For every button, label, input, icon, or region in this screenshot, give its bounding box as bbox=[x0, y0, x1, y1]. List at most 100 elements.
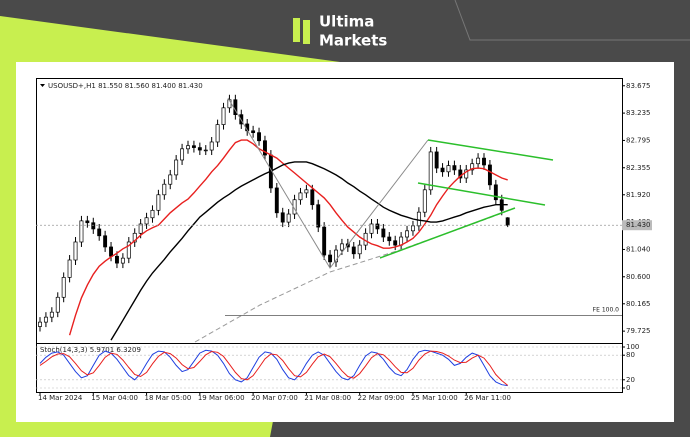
candle-body bbox=[446, 165, 451, 173]
y-tick-label: 83.235 bbox=[626, 109, 651, 117]
candle-body bbox=[334, 249, 338, 263]
y-tick-label: 80.165 bbox=[626, 300, 651, 308]
y-tick-label: 82.355 bbox=[626, 164, 651, 172]
candle-body bbox=[144, 217, 149, 225]
candle-body bbox=[422, 189, 427, 213]
candle-body bbox=[186, 145, 190, 150]
candle-body bbox=[85, 220, 90, 224]
candle-body bbox=[221, 107, 226, 125]
candle-body bbox=[310, 189, 315, 206]
candle-body bbox=[328, 254, 333, 263]
stoch-header: Stoch(14,3,3) 5.9701 6.3209 bbox=[40, 346, 141, 354]
candle-body bbox=[49, 311, 54, 318]
x-tick-label: 19 Mar 06:00 bbox=[198, 394, 245, 402]
x-tick-label: 18 Mar 05:00 bbox=[145, 394, 192, 402]
candle-body bbox=[91, 222, 96, 230]
channel-upper bbox=[427, 139, 554, 161]
candle-body bbox=[180, 148, 185, 161]
candle-body bbox=[482, 157, 486, 166]
candle-body bbox=[168, 174, 173, 185]
chart-header: USOUSD+,H1 81.550 81.560 81.400 81.430 bbox=[48, 82, 203, 90]
x-tick-label: 25 Mar 10:00 bbox=[411, 394, 458, 402]
series-line bbox=[68, 139, 508, 336]
candle-body bbox=[470, 163, 475, 171]
y-tick-label: 80.600 bbox=[626, 273, 651, 281]
y-tick-label: 81.040 bbox=[626, 245, 651, 253]
candle-body bbox=[38, 321, 42, 327]
candle-body bbox=[351, 246, 356, 255]
candle-body bbox=[493, 184, 498, 201]
x-tick-label: 20 Mar 07:00 bbox=[251, 394, 298, 402]
current-price-label: 81.430 bbox=[626, 221, 651, 229]
candle-body bbox=[150, 209, 155, 219]
candle-body bbox=[476, 157, 481, 165]
candle-body bbox=[316, 204, 321, 228]
brand-line: Markets bbox=[319, 32, 387, 50]
candle-body bbox=[67, 259, 72, 278]
candle-body bbox=[369, 223, 374, 234]
channel-lower bbox=[379, 207, 516, 259]
candle-body bbox=[109, 246, 113, 257]
candle-body bbox=[115, 255, 119, 264]
candle-body bbox=[440, 167, 445, 173]
candle-body bbox=[197, 147, 202, 151]
candle-body bbox=[162, 183, 167, 196]
candle-body bbox=[251, 130, 256, 134]
candle-body bbox=[487, 164, 492, 186]
candle-body bbox=[505, 217, 510, 226]
candle-body bbox=[322, 226, 327, 256]
candle-body bbox=[79, 220, 84, 243]
candle-body bbox=[55, 296, 60, 313]
candle-body bbox=[61, 277, 66, 298]
candle-body bbox=[375, 223, 380, 230]
decor-line bbox=[454, 0, 690, 41]
menu-icon bbox=[40, 84, 45, 87]
candle-body bbox=[209, 141, 214, 151]
candle-body bbox=[428, 151, 433, 191]
candle-body bbox=[416, 211, 421, 227]
series-line bbox=[110, 161, 508, 341]
channel-middle bbox=[417, 182, 546, 206]
x-tick-label: 22 Mar 09:00 bbox=[358, 394, 405, 402]
candle-body bbox=[191, 145, 196, 148]
candle-body bbox=[434, 151, 439, 169]
candle-body bbox=[298, 192, 303, 201]
candle-body bbox=[381, 228, 386, 238]
y-tick-label: 79.725 bbox=[626, 327, 651, 335]
fe-label: FE 100.0 bbox=[593, 307, 620, 314]
x-tick-label: 26 Mar 11:00 bbox=[464, 394, 511, 402]
candle-body bbox=[43, 316, 48, 323]
x-tick-label: 15 Mar 04:00 bbox=[91, 394, 138, 402]
x-tick-label: 14 Mar 2024 bbox=[38, 394, 83, 402]
y-tick-label: 82.795 bbox=[626, 136, 651, 144]
candle-body bbox=[263, 140, 267, 156]
candle-body bbox=[257, 132, 261, 142]
candle-body bbox=[304, 189, 309, 194]
x-tick-label: 21 Mar 08:00 bbox=[304, 394, 351, 402]
candle-body bbox=[464, 169, 469, 179]
candle-body bbox=[126, 241, 131, 259]
y-tick-label: 20 bbox=[626, 376, 635, 384]
candle-body bbox=[138, 223, 143, 234]
drawings: FE 100.0 bbox=[194, 97, 622, 343]
candle-body bbox=[452, 165, 457, 171]
candle-body bbox=[458, 169, 463, 179]
logo-bar bbox=[293, 18, 300, 42]
candle-body bbox=[215, 124, 220, 143]
logo: Ultima Markets bbox=[293, 13, 387, 50]
candle-body bbox=[357, 244, 362, 255]
series-line bbox=[39, 350, 509, 386]
y-tick-label: 100 bbox=[626, 343, 639, 351]
candle-body bbox=[174, 159, 179, 176]
candle-body bbox=[286, 213, 291, 223]
candle-body bbox=[339, 243, 344, 251]
candle-body bbox=[405, 230, 409, 238]
candle-body bbox=[203, 149, 208, 152]
logo-bar bbox=[303, 20, 310, 44]
candle-body bbox=[387, 236, 392, 242]
candle-body bbox=[103, 235, 108, 248]
brand-line: Ultima bbox=[319, 13, 374, 31]
y-tick-label: 0 bbox=[626, 384, 630, 392]
y-tick-label: 80 bbox=[626, 351, 635, 359]
candle-body bbox=[156, 194, 161, 211]
